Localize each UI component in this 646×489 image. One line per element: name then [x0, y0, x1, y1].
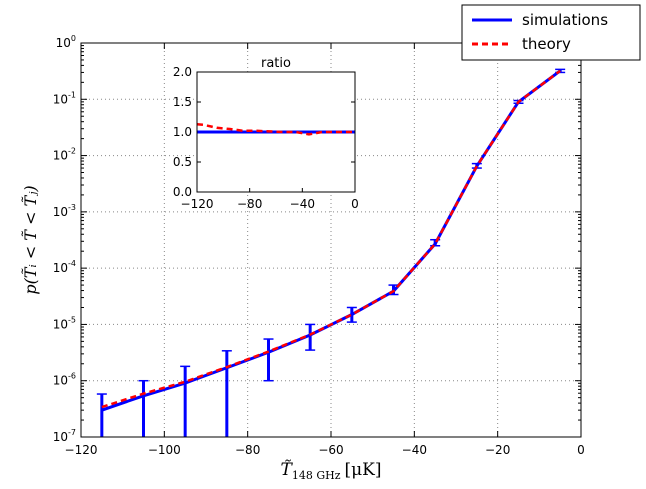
- y-tick-exponent: 0: [71, 34, 76, 43]
- x-axis-label-subscript: 148 GHz: [292, 469, 341, 482]
- main-plot: −120 −100 −80 −60 −40 −20 010-710-610-510-410-…: [21, 34, 585, 482]
- legend-label: theory: [522, 35, 571, 53]
- inset-x-tick-label: −80: [237, 197, 262, 211]
- inset-ratio-plot: ratio −120 −80 −40 0 0.0 0.5 1.0 1.5 2.0: [173, 56, 359, 211]
- x-tick-label: −100: [148, 443, 181, 457]
- error-bar: [221, 350, 232, 437]
- inset-y-tick-label: 2.0: [173, 65, 192, 79]
- y-axis-label: p(T̃ᵢ < T̃ < T̃ⱼ): [21, 185, 40, 294]
- inset-frame: [196, 71, 356, 193]
- x-tick-label: 0: [577, 443, 585, 457]
- error-bar: [138, 379, 149, 437]
- y-tick-exponent: -5: [68, 315, 76, 324]
- y-tick-exponent: -6: [68, 372, 76, 381]
- legend-box: [461, 4, 641, 61]
- y-tick-base: 10: [53, 261, 68, 275]
- inset-y-tick-label: 1.0: [173, 125, 192, 139]
- inset-y-tick-label: 1.5: [173, 95, 192, 109]
- inset-x-tick-label: −40: [290, 197, 315, 211]
- x-tick-label: −120: [65, 443, 98, 457]
- y-tick-base: 10: [53, 205, 68, 219]
- y-tick-base: 10: [53, 430, 68, 444]
- series-line-theory: [101, 69, 561, 409]
- y-tick-exponent: -2: [68, 147, 76, 156]
- error-bar: [305, 323, 316, 351]
- y-tick-base: 10: [53, 92, 68, 106]
- legend: simulations theory: [461, 4, 641, 61]
- inset-series-line-theory: [196, 122, 355, 136]
- x-axis-label-symbol: T̃: [280, 460, 293, 480]
- inset-title: ratio: [261, 56, 291, 71]
- y-tick-exponent: -3: [68, 203, 76, 212]
- inset-y-tick-label: 0.5: [173, 155, 192, 169]
- x-axis-label: T̃148 GHz [μK]: [280, 460, 381, 482]
- error-bar: [180, 365, 191, 437]
- y-tick-base: 10: [53, 317, 68, 331]
- y-tick-label: 10-2: [53, 147, 76, 163]
- x-tick-label: −60: [318, 443, 343, 457]
- x-tick-label: −40: [402, 443, 427, 457]
- inset-x-tick-label: −120: [181, 197, 214, 211]
- y-tick-label: 10-3: [53, 203, 76, 219]
- y-tick-label: 10-7: [53, 428, 76, 444]
- y-tick-label: 100: [56, 34, 76, 50]
- y-tick-label: 10-4: [53, 259, 76, 275]
- x-tick-label: −80: [235, 443, 260, 457]
- y-tick-exponent: -7: [68, 428, 76, 437]
- y-tick-exponent: -1: [68, 90, 76, 99]
- x-tick-label: −20: [485, 443, 510, 457]
- inset-x-tick-label: 0: [351, 197, 359, 211]
- y-tick-exponent: -4: [68, 259, 76, 268]
- y-tick-base: 10: [56, 36, 71, 50]
- error-bar: [263, 338, 274, 382]
- y-tick-label: 10-1: [53, 90, 76, 106]
- y-tick-base: 10: [53, 374, 68, 388]
- y-tick-label: 10-5: [53, 315, 76, 331]
- inset-y-tick-label: 0.0: [173, 185, 192, 199]
- y-tick-label: 10-6: [53, 372, 76, 388]
- x-axis-label-unit: [μK]: [345, 460, 382, 480]
- error-bar: [96, 393, 107, 437]
- y-tick-base: 10: [53, 149, 68, 163]
- plot-frame: [80, 42, 582, 438]
- legend-label: simulations: [522, 11, 608, 29]
